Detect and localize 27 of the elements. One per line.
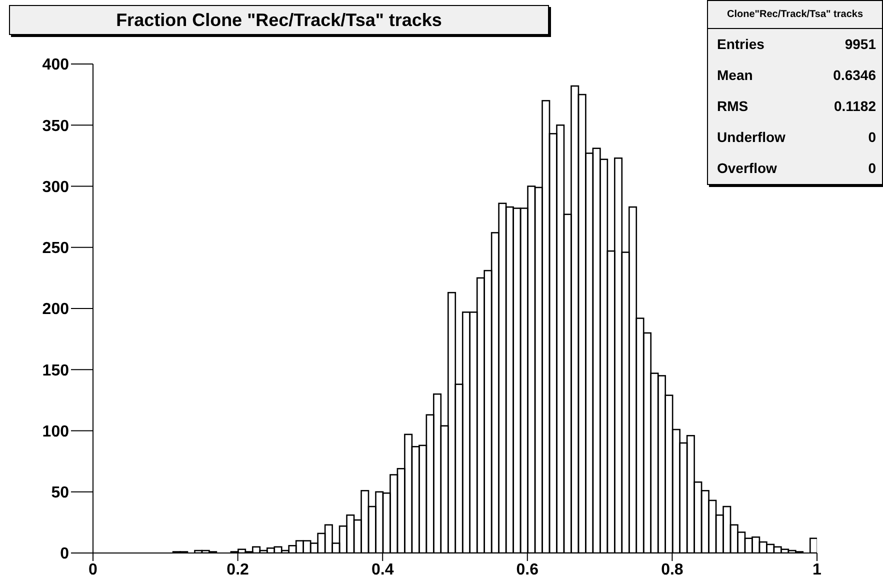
text: 0 (868, 129, 876, 145)
x-tick-label: 0.6 (516, 561, 539, 578)
text: 0.6346 (833, 67, 876, 83)
y-tick-label: 50 (51, 484, 70, 502)
text: 9951 (844, 36, 876, 52)
y-tick-label: 150 (42, 362, 70, 380)
text: Entries (717, 36, 764, 52)
y-tick-label: 250 (42, 240, 70, 258)
y-tick-label: 200 (42, 301, 70, 318)
annotation: Overflow (717, 160, 777, 176)
text: Clone"Rec/Track/Tsa" tracks (708, 1, 882, 29)
x-tick-label: 0 (88, 561, 98, 578)
y-tick-label: 100 (42, 423, 70, 440)
x-tick-label: 1 (812, 561, 822, 578)
annotation: Mean (717, 67, 753, 83)
annotation: RMS (717, 98, 748, 114)
text: 0 (868, 160, 876, 176)
y-tick-label: 0 (60, 546, 70, 563)
annotation: Underflow (717, 129, 786, 145)
x-tick-label: 0.8 (661, 561, 684, 578)
y-tick-label: 400 (42, 56, 70, 74)
y-tick-label: 300 (42, 178, 70, 196)
text: 0.1182 (834, 98, 876, 114)
x-tick-label: 0.4 (371, 561, 394, 578)
x-tick-label: 0.2 (226, 561, 250, 578)
chart-title: Fraction Clone "Rec/Track/Tsa" tracks (9, 5, 549, 35)
y-tick-label: 350 (42, 118, 70, 135)
